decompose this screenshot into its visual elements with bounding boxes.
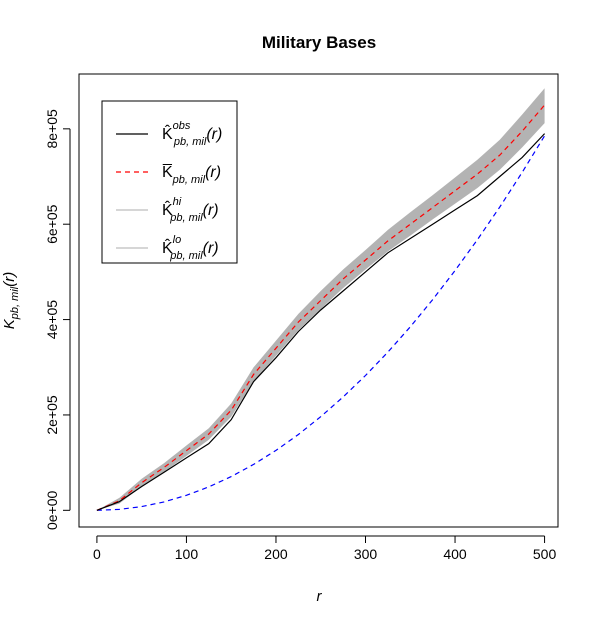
envelope-band — [96, 88, 545, 511]
y-axis-label: Kpb, mil(r) — [1, 272, 21, 329]
series-line-mean — [96, 104, 546, 511]
legend-entry: K̂obs pb, mil(r) — [116, 120, 222, 148]
plot-frame — [78, 73, 559, 528]
x-tick-label: 400 — [443, 546, 467, 562]
y-tick-label: 8e+05 — [44, 109, 60, 149]
x-tick-label: 100 — [175, 546, 199, 562]
series-line-theo — [96, 135, 546, 511]
legend-label: K̂obs pb, mil(r) — [162, 120, 222, 148]
legend-label: K̂lo pb, mil(r) — [162, 234, 219, 262]
legend-label: K̂hi pb, mil(r) — [162, 196, 219, 224]
y-tick-label: 0e+00 — [44, 490, 60, 530]
legend-entry: K̂lo pb, mil(r) — [116, 234, 219, 262]
legend: K̂obs pb, mil(r) K̅pb, mil(r) K̂hi pb, mil(r… — [101, 100, 238, 264]
legend-box — [101, 100, 238, 264]
x-axis-label: r — [317, 588, 323, 605]
legend-label: K̅pb, mil(r) — [162, 163, 221, 186]
plot-area — [96, 88, 546, 511]
x-tick-label: 500 — [533, 546, 557, 562]
chart-title: Military Bases — [262, 33, 376, 52]
x-tick-label: 0 — [93, 546, 101, 562]
y-axis: 0e+00 2e+05 4e+05 6e+05 8e+05 — [44, 109, 71, 530]
series-line-obs — [96, 133, 546, 511]
y-tick-label: 6e+05 — [44, 204, 60, 244]
y-tick-label: 2e+05 — [44, 395, 60, 435]
legend-entry: K̂hi pb, mil(r) — [116, 196, 219, 224]
y-tick-label: 4e+05 — [44, 300, 60, 340]
x-axis: 0 100 200 300 400 500 — [93, 535, 557, 562]
x-tick-label: 200 — [264, 546, 288, 562]
legend-entry: K̅pb, mil(r) — [116, 163, 221, 186]
x-tick-label: 300 — [354, 546, 378, 562]
